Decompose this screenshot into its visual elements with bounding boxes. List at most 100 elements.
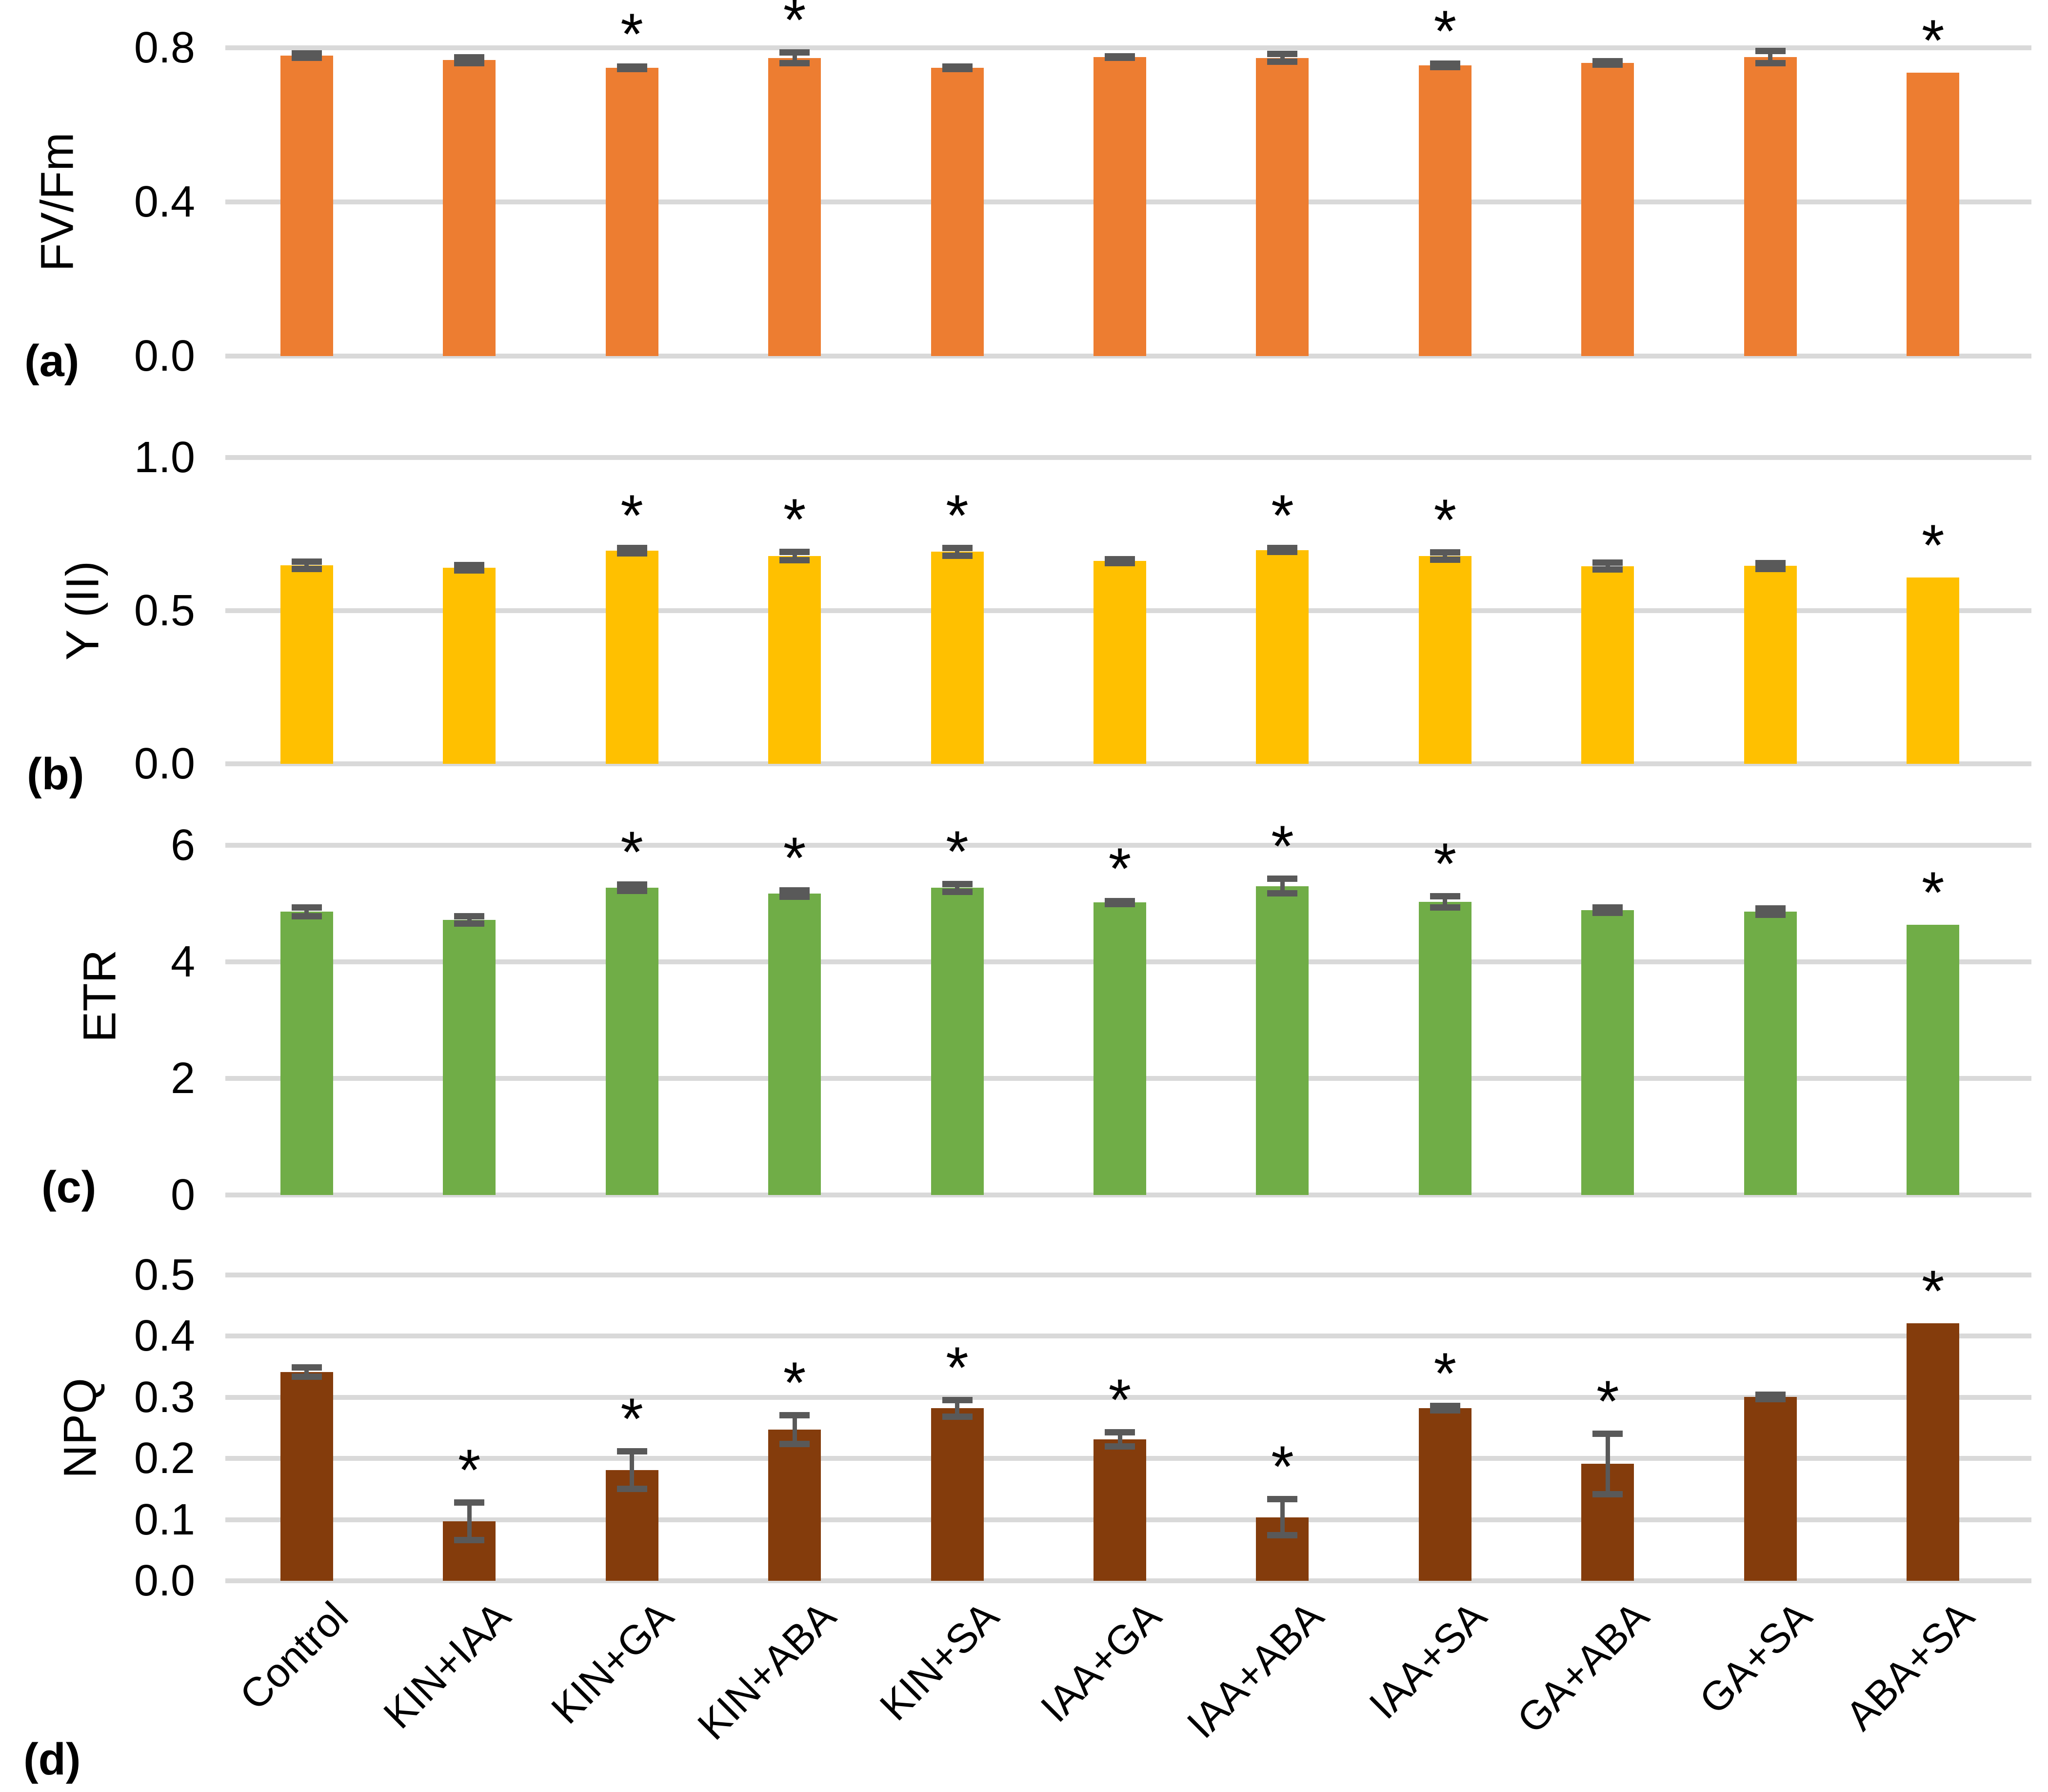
error-bar-cap-bottom [942,888,973,895]
error-bar-cap-bottom [779,60,810,67]
x-axis-label-IAA+ABA: IAA+ABA [1178,1593,1332,1747]
bar-IAA+ABA [1256,550,1309,764]
significance-asterisk: * [1433,1341,1457,1407]
error-bar [1117,1432,1122,1447]
significance-asterisk: * [620,483,643,549]
error-bar [1280,878,1285,894]
error-bar-cap-bottom [1267,59,1298,65]
y-tick-label: 6 [170,821,195,870]
y-tick-label: 0.0 [134,332,195,380]
error-bar-cap-bottom [454,60,485,66]
significance-asterisk: * [1921,1258,1945,1324]
bar-KIN+IAA [443,919,496,1195]
error-bar-cap-bottom [942,66,973,73]
error-bar [792,52,797,64]
gridline [225,354,2031,358]
significance-asterisk: * [620,819,643,885]
error-bar-cap-bottom [454,1537,485,1544]
y-tick-label: 0.4 [134,1312,195,1361]
y-tick-label: 0.2 [134,1434,195,1483]
x-axis-label-KIN+ABA: KIN+ABA [689,1593,845,1749]
error-bar-cap-top [779,887,810,894]
panel-a-letter: (a) [24,336,80,386]
error-bar-cap-top [1592,904,1623,911]
bar-Control [280,1372,333,1581]
error-bar-cap-top [291,1364,322,1371]
bar-KIN+ABA [768,1430,821,1581]
error-bar-cap-bottom [454,567,485,574]
error-bar [955,1399,960,1417]
bar-Control [280,55,333,356]
error-bar-cap-top [454,561,485,568]
significance-asterisk: * [1921,7,1945,73]
y-tick-label: 2 [170,1054,195,1103]
gridline [225,1578,2031,1583]
significance-asterisk: * [1921,859,1945,925]
x-axis-label-IAA+SA: IAA+SA [1360,1593,1495,1728]
x-axis-label-IAA+GA: IAA+GA [1032,1593,1170,1731]
y-tick-label: 0.4 [134,178,195,226]
bar-ABA+SA [1907,1323,1960,1581]
error-bar-cap-top [1755,560,1786,567]
error-bar-cap-bottom [942,552,973,559]
significance-asterisk: * [1433,831,1457,896]
bar-KIN+SA [931,68,984,356]
bar-GA+ABA [1581,62,1634,356]
significance-asterisk: * [1433,487,1457,553]
bar-KIN+SA [931,552,984,764]
error-bar-cap-top [1755,47,1786,54]
bar-GA+ABA [1581,566,1634,764]
bar-KIN+ABA [768,556,821,764]
x-axis-label-Control: Control [230,1593,357,1719]
error-bar-cap-top [291,904,322,911]
error-bar-cap-bottom [1267,1532,1298,1539]
significance-asterisk: * [1596,1368,1619,1434]
y-tick-label: 0.0 [134,739,195,788]
error-bar [467,1502,472,1541]
error-bar-cap-bottom [616,66,647,73]
error-bar-cap-bottom [779,1441,810,1448]
error-bar-cap-top [616,545,647,552]
error-bar-cap-bottom [1755,60,1786,67]
error-bar-cap-top [1430,893,1460,899]
y-tick-label: 0.8 [134,23,195,72]
bar-Control [280,565,333,764]
bar-ABA+SA [1907,924,1960,1195]
error-bar-cap-bottom [1430,63,1460,70]
error-bar [792,552,797,560]
bar-KIN+ABA [768,58,821,356]
error-bar-cap-top [454,54,485,60]
error-bar [1443,896,1448,908]
error-bar-cap-bottom [1430,1407,1460,1414]
bar-KIN+SA [931,888,984,1195]
bar-IAA+GA [1094,1439,1146,1581]
y-tick-label: 1.0 [134,433,195,482]
significance-asterisk: * [620,1,643,67]
bar-Control [280,912,333,1195]
bar-KIN+IAA [443,60,496,356]
error-bar [792,1415,797,1445]
error-bar-cap-top [1267,50,1298,57]
error-bar [304,1367,309,1377]
y-tick-label: 0 [170,1171,195,1219]
bar-ABA+SA [1907,72,1960,356]
error-bar-cap-bottom [1105,1443,1135,1450]
error-bar-cap-bottom [616,888,647,895]
panel-b-letter: (b) [27,749,84,799]
gridline [225,1193,2031,1197]
significance-asterisk: * [1108,836,1132,901]
x-axis-label-GA+SA: GA+SA [1690,1593,1820,1723]
error-bar-cap-top [779,1412,810,1419]
gridline [225,1273,2031,1277]
significance-asterisk: * [946,818,969,884]
error-bar-cap-top [454,913,485,919]
x-axis-label-KIN+GA: KIN+GA [542,1593,682,1732]
error-bar-cap-bottom [454,920,485,927]
y-tick-label: 0.1 [134,1495,195,1544]
error-bar-cap-bottom [616,1485,647,1492]
error-bar [1443,552,1448,560]
error-bar-cap-top [1592,559,1623,566]
error-bar-cap-top [1267,1495,1298,1502]
significance-asterisk: * [1271,1434,1294,1499]
error-bar-cap-bottom [291,1374,322,1380]
